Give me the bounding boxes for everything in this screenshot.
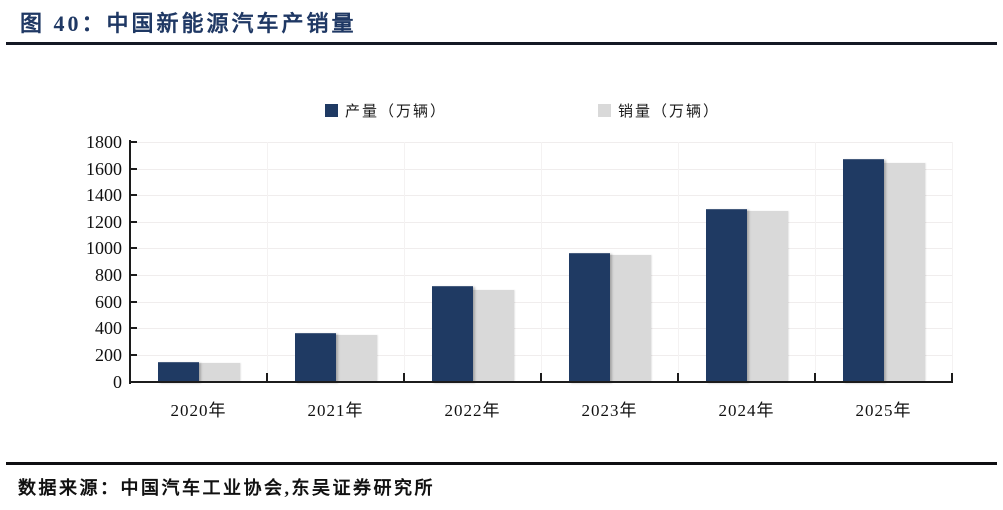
bar-sales [335, 334, 377, 382]
y-axis-tick-label: 1200 [86, 211, 122, 232]
bar-sales [609, 255, 651, 382]
y-axis-tick-label: 1400 [86, 185, 122, 206]
y-axis-tick [131, 353, 137, 356]
y-axis-tick [131, 220, 137, 223]
bar-production [431, 286, 473, 383]
y-axis-tick [131, 300, 137, 303]
y-axis-tick [131, 327, 137, 330]
y-axis-tick-label: 1600 [86, 158, 122, 179]
x-axis-label: 2021年 [307, 401, 364, 420]
gridline-vertical [815, 142, 816, 382]
bar-sales [883, 162, 925, 382]
x-axis-tick [677, 372, 679, 382]
legend-swatch-production [325, 104, 338, 117]
gridline-vertical [404, 142, 405, 382]
y-axis-tick-label: 200 [95, 344, 122, 365]
y-axis-tick-label: 0 [113, 371, 122, 392]
y-axis-tick-label: 600 [95, 291, 122, 312]
bar-production [705, 208, 747, 383]
legend-label: 产量（万辆） [345, 104, 448, 120]
x-axis-label: 2023年 [581, 401, 638, 420]
y-axis-tick [131, 247, 137, 250]
legend-item-production: 产量（万辆） [325, 100, 447, 121]
data-source: 数据来源：中国汽车工业协会,东吴证券研究所 [18, 478, 435, 498]
legend-swatch-sales [598, 104, 611, 117]
y-axis-tick-label: 400 [95, 318, 122, 339]
y-axis-tick [131, 194, 137, 197]
bar-production [157, 362, 199, 383]
legend-item-sales: 销量（万辆） [598, 100, 720, 121]
x-axis-tick [266, 372, 268, 382]
y-axis-tick-label: 1000 [86, 238, 122, 259]
x-axis-tick [951, 372, 953, 382]
y-axis-line [129, 140, 131, 384]
y-axis-tick-label: 1800 [86, 132, 122, 152]
x-axis-tick [403, 372, 405, 382]
bar-production [842, 159, 884, 383]
footer-divider [6, 462, 997, 465]
y-axis-tick [131, 141, 137, 143]
bar-sales [198, 363, 240, 382]
title-divider [6, 42, 997, 45]
bar-production [294, 332, 336, 383]
y-axis-tick [131, 167, 137, 170]
x-axis-line [129, 380, 953, 383]
x-axis-label: 2025年 [855, 401, 912, 420]
bar-sales [746, 210, 788, 382]
x-axis-label: 2022年 [444, 401, 501, 420]
bar-sales [472, 289, 514, 382]
gridline-vertical [541, 142, 542, 382]
figure-title: 图 40：中国新能源汽车产销量 [20, 11, 357, 36]
gridline-vertical [952, 142, 953, 382]
x-axis-tick [814, 372, 816, 382]
x-axis-tick [540, 372, 542, 382]
legend-label: 销量（万辆） [618, 104, 721, 120]
y-axis-tick-label: 800 [95, 265, 122, 286]
bar-production [568, 253, 610, 383]
gridline-vertical [678, 142, 679, 382]
y-axis-tick [131, 274, 137, 277]
x-axis-label: 2024年 [718, 401, 775, 420]
gridline-vertical [267, 142, 268, 382]
x-axis-label: 2020年 [170, 401, 227, 420]
